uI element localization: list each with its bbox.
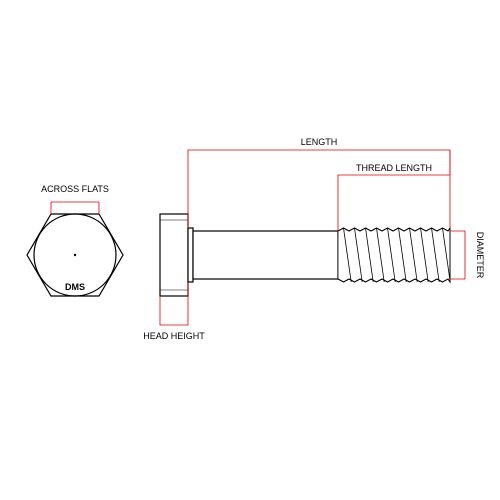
dim-diameter <box>450 231 465 279</box>
label-dms: DMS <box>65 282 85 292</box>
bolt-shank <box>193 231 338 279</box>
dim-length <box>188 150 450 228</box>
bolt-side-view <box>160 214 450 296</box>
bolt-collar <box>188 228 193 282</box>
bolt-head <box>160 214 188 296</box>
label-head-height: HEAD HEIGHT <box>143 331 205 341</box>
label-diameter: DIAMETER <box>475 232 485 279</box>
hex-center-dot <box>74 254 76 256</box>
label-across-flats: ACROSS FLATS <box>41 184 109 194</box>
label-length: LENGTH <box>301 137 338 147</box>
label-thread-length: THREAD LENGTH <box>356 163 432 173</box>
dim-across-flats <box>51 202 99 214</box>
thread-bottom <box>338 279 450 282</box>
